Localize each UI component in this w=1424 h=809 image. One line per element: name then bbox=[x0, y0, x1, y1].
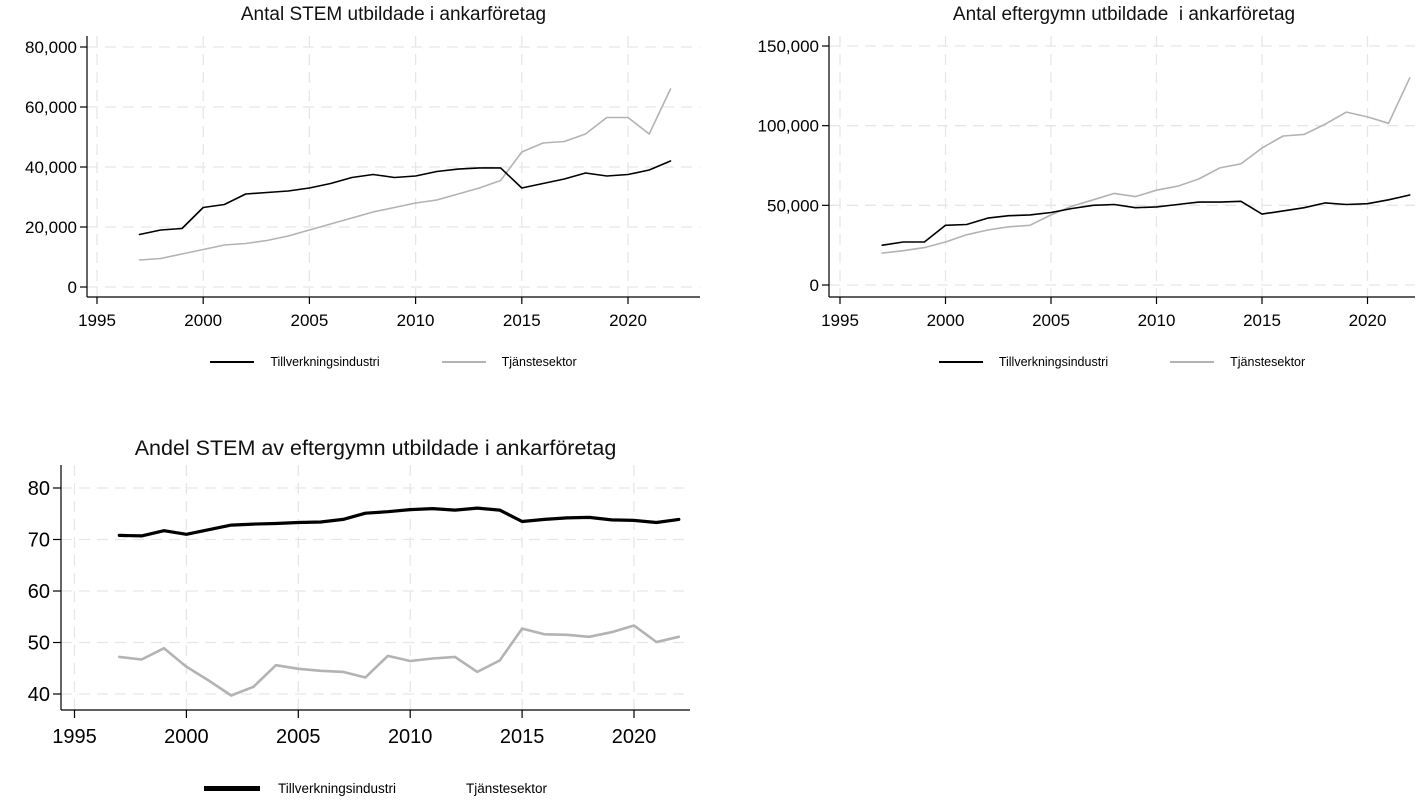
legend-label-tjanstesektor: Tjänstesektor bbox=[501, 355, 577, 369]
legend: Tillverkningsindustri Tjänstesektor bbox=[87, 352, 700, 372]
tillverkningsindustri-swatch bbox=[938, 361, 983, 363]
legend-label-tillverkningsindustri: Tillverkningsindustri bbox=[270, 355, 380, 369]
legend-label-tjanstesektor: Tjänstesektor bbox=[1230, 355, 1306, 369]
chart-title: Antal eftergymn utbildade i ankarföretag bbox=[952, 4, 1296, 25]
svg-text:2020: 2020 bbox=[1349, 311, 1387, 330]
svg-text:40,000: 40,000 bbox=[25, 158, 77, 177]
chart-title: Antal STEM utbildade i ankarföretag bbox=[240, 4, 547, 25]
svg-text:80: 80 bbox=[28, 478, 50, 500]
svg-text:2015: 2015 bbox=[1243, 311, 1281, 330]
svg-text:2005: 2005 bbox=[276, 726, 321, 748]
svg-text:2015: 2015 bbox=[503, 311, 541, 330]
tillverkningsindustri-swatch bbox=[210, 361, 255, 363]
tjanstesektor-swatch bbox=[1170, 361, 1215, 363]
line-plot-stem-share: 40 50 60 70 80 1995 2000 2005 2010 2015 2020 bbox=[28, 465, 690, 748]
svg-text:60: 60 bbox=[28, 581, 50, 603]
svg-text:0: 0 bbox=[810, 276, 819, 295]
svg-text:40: 40 bbox=[28, 684, 50, 706]
legend: Tillverkningsindustri Tjänstesektor bbox=[61, 777, 690, 799]
legend-label-tjanstesektor: Tjänstesektor bbox=[466, 780, 548, 796]
svg-text:100,000: 100,000 bbox=[758, 117, 819, 136]
tillverkningsindustri-swatch bbox=[203, 785, 260, 791]
svg-text:0: 0 bbox=[68, 278, 77, 297]
svg-text:2020: 2020 bbox=[609, 311, 647, 330]
chart-title: Andel STEM av eftergymn utbildade i anka… bbox=[134, 436, 617, 460]
tjanstesektor-swatch bbox=[441, 361, 486, 363]
legend-label-tillverkningsindustri: Tillverkningsindustri bbox=[998, 355, 1109, 369]
chart-stem-count: Antal STEM utbildade i ankarföretag 0 20,… bbox=[0, 0, 712, 400]
svg-text:2010: 2010 bbox=[397, 311, 435, 330]
svg-text:2005: 2005 bbox=[290, 311, 328, 330]
svg-text:70: 70 bbox=[28, 530, 50, 552]
svg-text:2010: 2010 bbox=[1138, 311, 1176, 330]
svg-text:2005: 2005 bbox=[1032, 311, 1070, 330]
legend-label-tillverkningsindustri: Tillverkningsindustri bbox=[277, 780, 396, 796]
svg-text:50,000: 50,000 bbox=[767, 196, 819, 215]
svg-text:2015: 2015 bbox=[500, 726, 545, 748]
svg-text:80,000: 80,000 bbox=[25, 38, 77, 57]
svg-text:150,000: 150,000 bbox=[758, 37, 819, 56]
svg-text:2000: 2000 bbox=[164, 726, 209, 748]
svg-text:2010: 2010 bbox=[388, 726, 433, 748]
svg-text:2000: 2000 bbox=[184, 311, 222, 330]
chart-eftergymn-count: Antal eftergymn utbildade i ankarföretag… bbox=[712, 0, 1424, 400]
line-plot-eftergymn-count: 0 50,000 100,000 150,000 1995 2000 2005 2010 201… bbox=[758, 36, 1415, 330]
svg-text:1995: 1995 bbox=[52, 726, 97, 748]
svg-text:60,000: 60,000 bbox=[25, 98, 77, 117]
line-plot-stem-count: 0 20,000 40,000 60,000 80,000 1995 2000 2005 201… bbox=[25, 36, 700, 330]
svg-text:50: 50 bbox=[28, 633, 50, 655]
legend: Tillverkningsindustri Tjänstesektor bbox=[829, 352, 1415, 372]
svg-text:2000: 2000 bbox=[927, 311, 965, 330]
chart-stem-share: Andel STEM av eftergymn utbildade i anka… bbox=[0, 400, 712, 809]
svg-text:1995: 1995 bbox=[821, 311, 859, 330]
svg-text:2020: 2020 bbox=[612, 726, 657, 748]
svg-text:1995: 1995 bbox=[78, 311, 116, 330]
svg-text:20,000: 20,000 bbox=[25, 218, 77, 237]
